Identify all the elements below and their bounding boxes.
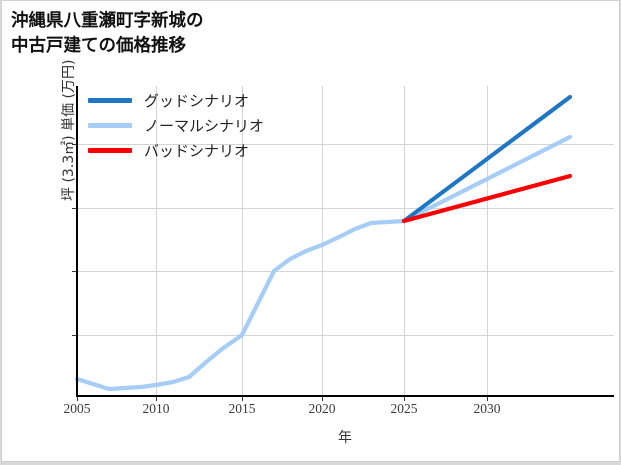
gridline-y-80 xyxy=(76,271,614,272)
xtick-label-2010: 2010 xyxy=(142,401,170,416)
gridline-y-120 xyxy=(76,144,614,145)
gridline-y-100 xyxy=(76,208,614,209)
xtick-mark-2015 xyxy=(242,397,243,401)
xtick-mark-2005 xyxy=(77,397,78,401)
x-axis-spine xyxy=(76,395,614,397)
ytick-mark-120 xyxy=(72,144,76,145)
ytick-mark-60 xyxy=(72,335,76,336)
y-axis-label: 坪 (3.3㎡) 単価 (万円) xyxy=(61,59,77,201)
legend-swatch-normal xyxy=(88,123,132,128)
xtick-mark-2025 xyxy=(404,397,405,401)
series-normal-line xyxy=(74,218,407,392)
series-good-line xyxy=(401,94,573,224)
plot-area: 60 80 100 120 2005 2010 2015 2020 2025 2… xyxy=(61,60,614,446)
xtick-mark-2010 xyxy=(156,397,157,401)
xtick-mark-2030 xyxy=(487,397,488,401)
gridline-x-2010 xyxy=(156,86,157,397)
legend-item-bad[interactable]: バッドシナリオ xyxy=(88,138,303,163)
gridline-x-2030 xyxy=(487,86,488,397)
series-layer xyxy=(74,94,573,392)
chart-title: 沖縄県八重瀬町字新城の 中古戸建ての価格推移 xyxy=(11,11,204,57)
ytick-mark-80 xyxy=(72,271,76,272)
legend-label-normal: ノーマルシナリオ xyxy=(144,117,265,135)
ytick-mark-100 xyxy=(72,208,76,209)
series-normal-forecast-line xyxy=(401,134,573,224)
gridline-y-60 xyxy=(76,335,614,336)
gridline-x-2020 xyxy=(322,86,323,397)
xtick-label-2015: 2015 xyxy=(228,401,256,416)
xtick-label-2020: 2020 xyxy=(308,401,336,416)
gridline-x-2015 xyxy=(242,86,243,397)
chart-legend: グッドシナリオ ノーマルシナリオ バッドシナリオ xyxy=(88,88,303,163)
x-axis-label: 年 xyxy=(338,430,352,446)
xtick-label-2030: 2030 xyxy=(473,401,501,416)
legend-label-bad: バッドシナリオ xyxy=(144,142,250,160)
legend-item-good[interactable]: グッドシナリオ xyxy=(88,88,303,113)
series-bad-line xyxy=(401,173,573,224)
xtick-label-2005: 2005 xyxy=(63,401,91,416)
gridline-x-2025 xyxy=(404,86,405,397)
legend-item-normal[interactable]: ノーマルシナリオ xyxy=(88,113,303,138)
legend-swatch-good xyxy=(88,98,132,103)
xtick-label-2025: 2025 xyxy=(390,401,418,416)
legend-label-good: グッドシナリオ xyxy=(144,92,250,110)
legend-swatch-bad xyxy=(88,148,132,153)
xtick-mark-2020 xyxy=(322,397,323,401)
y-axis-spine xyxy=(76,86,78,397)
